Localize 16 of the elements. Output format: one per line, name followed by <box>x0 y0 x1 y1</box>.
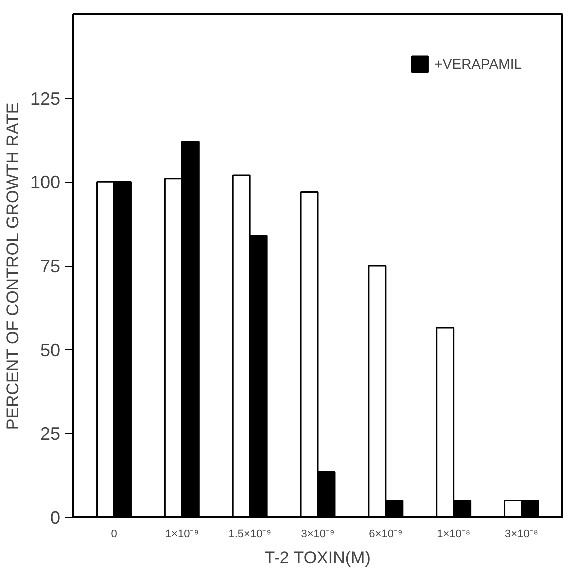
x-tick-label: 1×10⁻⁹ <box>165 528 199 540</box>
x-axis-title: T-2 TOXIN(M) <box>264 548 371 568</box>
y-axis-title: PERCENT OF CONTROL GROWTH RATE <box>3 102 22 430</box>
x-tick-label: 0 <box>111 528 118 540</box>
x-tick-label: 3×10⁻⁸ <box>505 528 538 540</box>
y-tick-label: 75 <box>40 256 61 276</box>
legend-label: +VERAPAMIL <box>434 56 522 72</box>
x-tick-label: 1.5×10⁻⁹ <box>228 528 272 540</box>
x-tick-label: 6×10⁻⁹ <box>369 528 403 540</box>
x-tick-label: 3×10⁻⁹ <box>301 528 335 540</box>
y-tick-label: 25 <box>40 424 61 444</box>
y-tick-label: 0 <box>50 508 61 528</box>
x-tick-label: 1×10⁻⁸ <box>437 528 471 540</box>
y-tick-label: 50 <box>40 340 61 360</box>
y-tick-label: 100 <box>30 172 61 193</box>
y-tick-label: 125 <box>30 88 61 109</box>
